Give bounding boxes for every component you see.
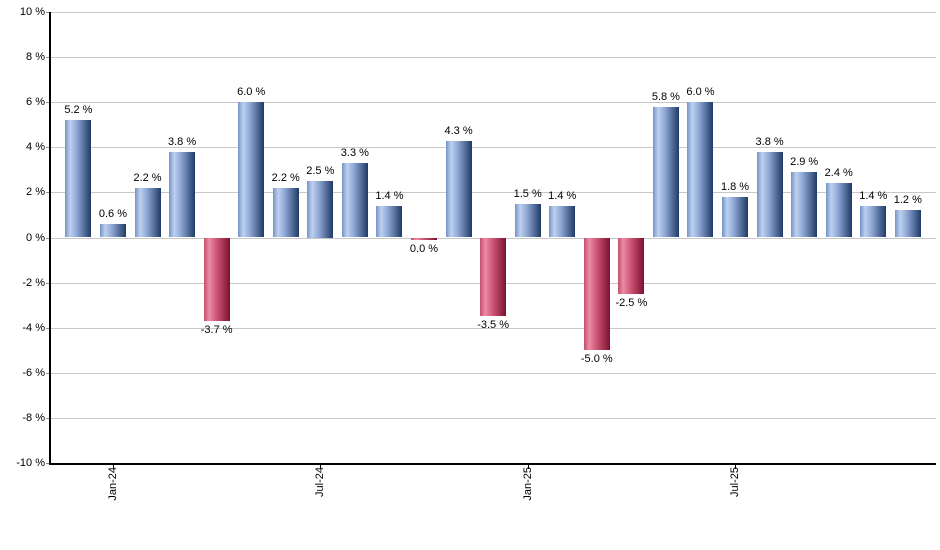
gridline--6pct (50, 372, 936, 374)
y-axis-tick (46, 12, 50, 13)
bar-value-label: -5.0 % (580, 353, 613, 366)
bar-Mar-24[interactable] (169, 151, 196, 238)
bar-value-label: 2.4 % (824, 167, 853, 180)
bar-value-label: 6.0 % (237, 86, 266, 99)
y-axis-label: -2 % (22, 276, 45, 289)
gridline-2pct (50, 192, 936, 194)
y-axis-tick (46, 463, 50, 464)
bar-Jul-24[interactable] (307, 181, 334, 238)
y-axis-label: 8 % (26, 51, 45, 64)
y-axis-tick (46, 417, 50, 419)
y-axis-label: -8 % (22, 411, 45, 424)
bar-value-label: 1.2 % (893, 194, 922, 207)
bar-Jun-25[interactable] (687, 102, 714, 238)
bar-value-label: 5.8 % (651, 90, 680, 103)
gridline-6pct (50, 102, 936, 104)
bar-Apr-25[interactable] (618, 237, 645, 294)
bar-Jun-24[interactable] (272, 187, 299, 238)
y-axis-tick (46, 57, 50, 59)
bar-Dec-25[interactable] (894, 210, 921, 238)
x-axis-tick (527, 463, 529, 469)
y-axis-tick (46, 237, 50, 239)
bar-value-label: 4.3 % (444, 124, 473, 137)
bar-value-label: -3.7 % (200, 323, 233, 336)
bar-value-label: -3.5 % (477, 319, 510, 332)
y-axis-label: 4 % (26, 141, 45, 154)
bar-value-label: -2.5 % (615, 296, 648, 309)
x-axis-label: Jul-24 (314, 467, 327, 497)
y-axis-label: 2 % (26, 186, 45, 199)
bar-value-label: 1.5 % (513, 187, 542, 200)
x-axis-tick (112, 463, 114, 469)
y-axis-label: 10 % (19, 6, 45, 18)
bar-Apr-24[interactable] (203, 237, 230, 321)
y-axis-label: 0 % (26, 231, 45, 244)
x-axis-tick (735, 463, 737, 469)
gridline--8pct (50, 417, 936, 419)
bar-value-label: 3.8 % (755, 135, 784, 148)
bar-Sep-25[interactable] (791, 172, 818, 238)
bar-Jul-25[interactable] (722, 196, 749, 238)
bar-value-label: 2.9 % (790, 156, 819, 169)
y-axis-tick (46, 327, 50, 329)
bar-value-label: 1.4 % (548, 189, 577, 202)
bar-Feb-25[interactable] (549, 205, 576, 238)
bar-Oct-25[interactable] (825, 183, 852, 238)
bar-Dec-23[interactable] (65, 120, 92, 238)
bar-Nov-25[interactable] (860, 205, 887, 238)
x-axis-line (49, 463, 936, 465)
bar-value-label: 6.0 % (686, 86, 715, 99)
bar-Feb-24[interactable] (134, 187, 161, 238)
gridline-8pct (50, 57, 936, 59)
bar-value-label: 1.4 % (859, 189, 888, 202)
gridline-10pct (50, 12, 936, 13)
gridline--4pct (50, 327, 936, 329)
y-axis-tick (46, 372, 50, 374)
bar-value-label: 1.8 % (720, 180, 750, 193)
bar-value-label: 2.2 % (133, 171, 162, 184)
x-axis-tick (320, 463, 322, 469)
y-axis-tick (46, 192, 50, 194)
bar-Jan-24[interactable] (99, 223, 126, 238)
bar-value-label: 3.3 % (340, 147, 369, 160)
x-axis-label: Jul-25 (729, 467, 742, 497)
bar-Aug-24[interactable] (341, 163, 368, 238)
x-axis-label: Jan-24 (106, 467, 119, 501)
bar-Dec-24[interactable] (480, 237, 507, 317)
y-axis-label: -10 % (16, 457, 45, 469)
bar-Mar-25[interactable] (583, 237, 610, 351)
bar-Oct-24[interactable] (411, 237, 437, 240)
y-axis-tick (46, 282, 50, 284)
y-axis-label: -6 % (22, 366, 45, 379)
bar-value-label: 0.0 % (409, 243, 439, 255)
bar-Jan-25[interactable] (514, 203, 541, 238)
bar-value-label: 5.2 % (64, 104, 93, 117)
bar-Nov-24[interactable] (445, 140, 472, 238)
bar-value-label: 0.6 % (98, 207, 128, 220)
y-axis-line (49, 12, 51, 463)
bar-value-label: 3.8 % (168, 135, 197, 148)
bar-May-24[interactable] (238, 102, 265, 238)
y-axis-tick (46, 102, 50, 104)
bar-May-25[interactable] (652, 106, 679, 238)
bar-value-label: 2.5 % (306, 165, 335, 178)
y-axis-tick (46, 147, 50, 149)
y-axis-label: 6 % (26, 96, 45, 109)
bar-Aug-25[interactable] (756, 151, 783, 238)
bar-Sep-24[interactable] (376, 205, 403, 238)
y-axis-label: -4 % (22, 321, 45, 334)
x-axis-label: Jan-25 (521, 467, 534, 501)
gridline-4pct (50, 147, 936, 149)
bar-value-label: 2.2 % (271, 171, 300, 184)
bar-value-label: 1.4 % (375, 189, 404, 202)
